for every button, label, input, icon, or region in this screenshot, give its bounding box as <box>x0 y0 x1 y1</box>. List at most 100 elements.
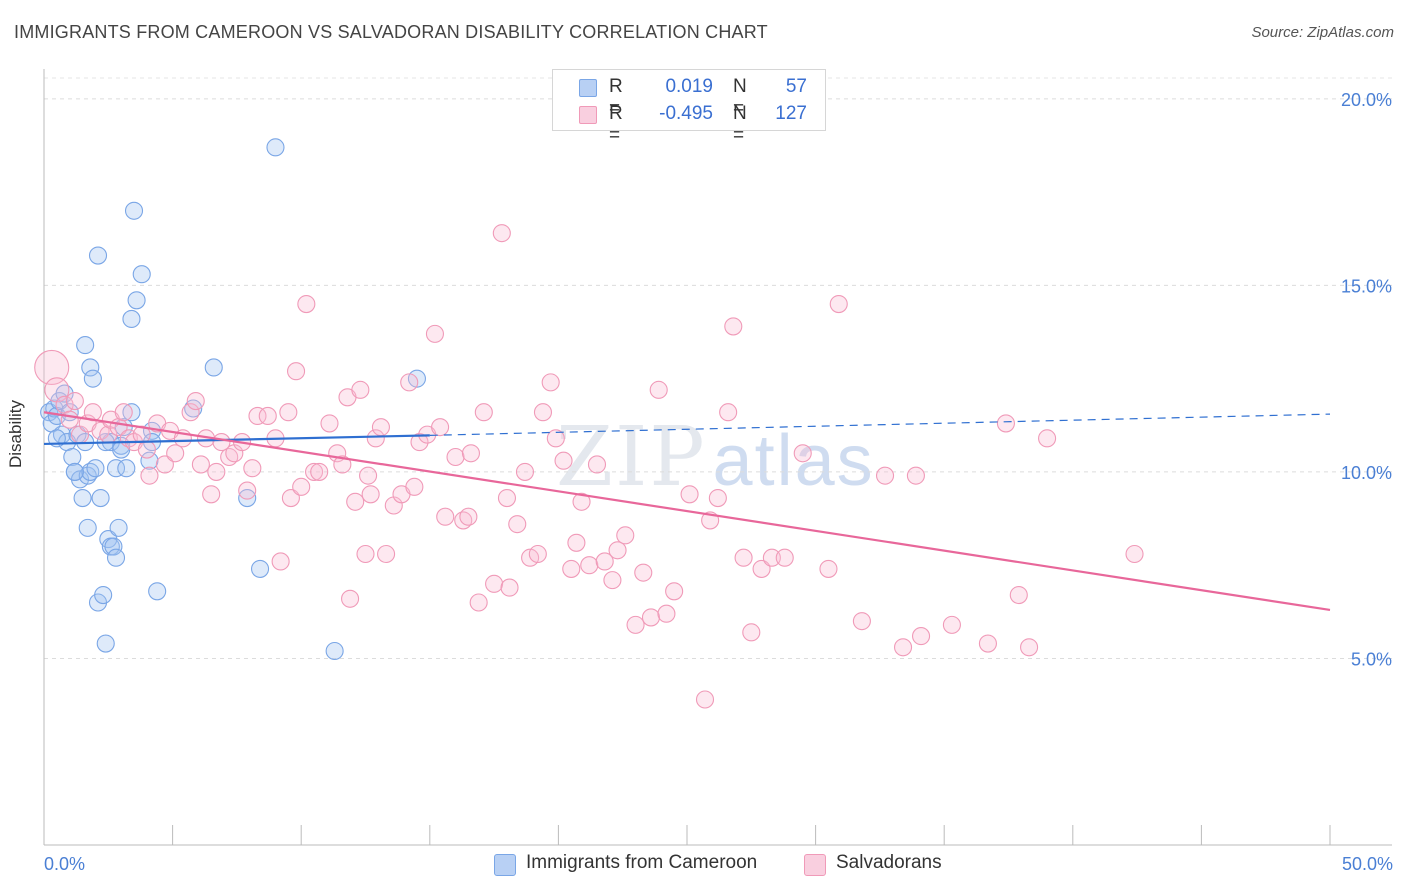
salvadoran-point <box>446 447 465 467</box>
legend-r-label: R = <box>609 76 623 119</box>
salvadoran-point <box>819 559 838 578</box>
y-tick-label: 10.0% <box>1341 463 1392 483</box>
salvadoran-point <box>310 462 329 481</box>
salvadoran-point <box>775 548 794 567</box>
x-tick-label: 50.0% <box>1342 854 1393 874</box>
salvadoran-point <box>595 552 614 571</box>
legend-label-cameroon: Immigrants from Cameroon <box>526 852 758 873</box>
salvadoran-point <box>461 444 481 463</box>
salvadoran-point <box>508 515 527 534</box>
salvadoran-point <box>554 451 573 470</box>
salvadoran-point <box>366 429 385 448</box>
salvadoran-point <box>469 593 488 612</box>
cameroon-point <box>94 585 113 605</box>
legend-n-value: 57 <box>785 76 807 97</box>
salvadoran-point <box>665 582 684 601</box>
y-tick-label: 5.0% <box>1351 649 1392 669</box>
salvadoran-point <box>243 459 262 478</box>
salvadoran-point <box>567 533 586 552</box>
cameroon-point <box>81 358 100 377</box>
salvadoran-point <box>752 559 771 578</box>
legend-r-value: -0.495 <box>659 103 713 124</box>
salvadoran-point <box>258 406 277 426</box>
salvadoran-point <box>546 429 565 448</box>
legend-swatch-cameroon <box>494 854 516 876</box>
salvadoran-point <box>906 466 925 485</box>
salvadoran-point <box>942 615 961 634</box>
salvadoran-point <box>346 492 365 511</box>
legend-n-label: N = <box>733 103 747 146</box>
chart-title: IMMIGRANTS FROM CAMEROON VS SALVADORAN D… <box>14 22 768 42</box>
salvadoran-point <box>400 373 419 392</box>
salvadoran-point <box>341 589 360 608</box>
salvadoran-point <box>474 403 493 422</box>
salvadoran-point <box>893 638 913 657</box>
salvadoran-point <box>1009 585 1028 605</box>
cameroon-point <box>65 462 84 481</box>
cameroon-point <box>117 459 136 478</box>
salvadoran-point <box>271 552 290 571</box>
salvadoran-point <box>207 462 226 481</box>
salvadoran-point <box>140 466 159 485</box>
salvadoran-point <box>695 690 715 709</box>
salvadoran-point <box>60 410 79 429</box>
y-tick-label: 15.0% <box>1341 276 1392 296</box>
salvadoran-point <box>155 455 174 474</box>
salvadoran-point <box>297 294 316 314</box>
cameroon-point <box>124 201 144 220</box>
salvadoran-point <box>829 294 848 314</box>
salvadoran-point <box>793 444 812 463</box>
salvadoran-point <box>356 544 375 564</box>
salvadoran-point <box>248 406 267 426</box>
cameroon-point <box>83 369 102 388</box>
salvadoran-point <box>608 541 627 560</box>
legend-swatch-salvadorans <box>579 106 597 124</box>
salvadoran-point <box>1020 638 1039 657</box>
salvadoran-point <box>1038 429 1057 448</box>
legend-r-value: 0.019 <box>665 76 713 97</box>
cameroon-point <box>91 488 110 508</box>
cameroon-point <box>204 358 223 377</box>
salvadoran-point <box>436 507 455 526</box>
salvadoran-point <box>996 414 1015 433</box>
salvadoran-point <box>238 481 257 500</box>
salvadoran-point <box>852 612 871 631</box>
salvadoran-point <box>485 574 504 593</box>
salvadoran-point <box>515 462 535 481</box>
cameroon-point <box>104 537 123 556</box>
correlation-legend: R = 0.019 N = 57 R = -0.495 N = 127 <box>552 69 826 146</box>
cameroon-trend-line <box>43 434 430 446</box>
cameroon-point <box>86 459 105 478</box>
salvadoran-point <box>978 634 997 653</box>
salvadoran-point <box>377 544 396 564</box>
salvadoran-point <box>541 373 560 392</box>
cameroon-point <box>96 634 115 653</box>
salvadoran-point <box>528 544 547 564</box>
salvadoran-point <box>166 444 185 463</box>
y-tick-label: 20.0% <box>1341 90 1392 110</box>
cameroon-point <box>63 447 82 467</box>
cameroon-point <box>76 336 95 355</box>
source-credit: Source: ZipAtlas.com <box>1251 24 1394 41</box>
salvadoran-point <box>191 455 210 474</box>
salvadoran-point <box>305 462 324 481</box>
zipatlas-watermark: ZIPatlas <box>556 410 875 505</box>
salvadoran-point <box>361 485 380 504</box>
salvadoran-point <box>572 492 591 511</box>
salvadoran-point <box>708 488 727 508</box>
axes <box>43 69 1392 846</box>
salvadoran-point <box>492 224 511 243</box>
cameroon-trend-extension <box>429 413 1331 436</box>
grid-lines <box>44 77 1392 659</box>
salvadoran-point <box>320 414 339 433</box>
cameroon-point <box>73 488 92 508</box>
salvadoran-point <box>742 623 761 642</box>
legend-swatch-cameroon <box>579 79 597 97</box>
cameroon-point <box>109 518 128 537</box>
salvadoran-point <box>533 403 553 422</box>
cameroon-point <box>266 138 285 157</box>
cameroon-point <box>122 403 141 422</box>
salvadoran-point <box>762 548 781 567</box>
watermark-atlas: atlas <box>712 421 875 501</box>
